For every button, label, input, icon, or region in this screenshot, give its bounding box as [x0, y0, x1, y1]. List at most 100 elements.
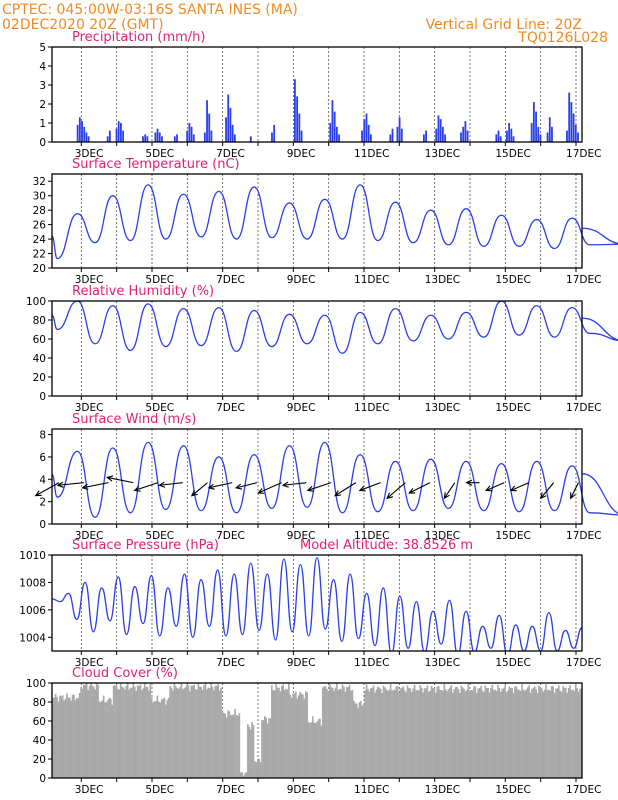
- precip-bar: [78, 117, 81, 142]
- precip-bar: [462, 126, 465, 142]
- xtick-label: 17DEC: [566, 530, 601, 542]
- cloud-bar: [303, 698, 306, 778]
- xtick-label: 5DEC: [145, 784, 174, 796]
- precip-bar: [535, 111, 537, 142]
- cloud-bar: [555, 688, 557, 778]
- cloud-bar: [392, 690, 395, 778]
- cloud-bar: [449, 687, 451, 778]
- precip-bar: [161, 136, 163, 142]
- ytick-label: 40: [33, 353, 46, 365]
- cloud-bar: [235, 715, 238, 778]
- cloud-bar: [410, 692, 413, 778]
- xtick-label: 11DEC: [354, 148, 389, 160]
- cloud-bar: [184, 687, 187, 778]
- xtick-label: 13DEC: [425, 530, 460, 542]
- cloud-bar: [372, 685, 375, 778]
- precip-bar: [460, 132, 462, 142]
- cloud-bar: [85, 683, 88, 778]
- cloud-bar: [323, 686, 325, 778]
- cloud-bar: [531, 689, 533, 778]
- cloud-bar: [153, 701, 156, 778]
- cloud-bar: [67, 697, 70, 778]
- cloud-bar: [105, 701, 108, 778]
- precip-bar: [108, 130, 111, 142]
- cloud-bar: [401, 687, 403, 778]
- cloud-bar: [221, 710, 224, 778]
- precip-bar: [210, 130, 213, 142]
- panel-temp: 20 22 24 26 28 30 32 3DEC 5DEC 7DEC 9DEC 11DEC 13DEC…: [33, 157, 618, 286]
- cloud-bar: [218, 690, 221, 778]
- cloud-bar: [474, 686, 477, 778]
- cloud-bar: [403, 690, 406, 778]
- precip-bar: [365, 113, 368, 142]
- header-grid-line: Vertical Grid Line: 20Z: [426, 17, 582, 33]
- cloud-bar: [560, 691, 563, 778]
- cloud-bar: [444, 689, 447, 778]
- wind-vector: [234, 482, 258, 490]
- cloud-bar: [313, 722, 316, 778]
- wind-vector: [408, 482, 431, 494]
- wind-vector: [358, 482, 381, 492]
- xtick-label: 7DEC: [216, 784, 245, 796]
- precip-bar: [566, 130, 568, 142]
- xtick-label: 9DEC: [287, 530, 316, 542]
- cloud-bar: [317, 719, 320, 778]
- xtick-label: 7DEC: [216, 274, 245, 286]
- cloud-bar: [382, 685, 385, 778]
- cloud-bar: [442, 690, 444, 778]
- cloud-bar: [485, 688, 488, 778]
- cloud-bar: [492, 690, 495, 778]
- cloud-bar: [234, 708, 236, 778]
- cloud-bar: [422, 692, 424, 778]
- ytick-label: 3: [39, 80, 46, 92]
- precip-bar: [296, 96, 299, 142]
- cloud-bar: [443, 684, 446, 778]
- cloud-bar: [542, 691, 545, 778]
- cloud-bar: [514, 686, 516, 778]
- precip-bar: [156, 128, 159, 142]
- cloud-bar: [264, 716, 266, 778]
- cloud-bar: [132, 683, 135, 778]
- ytick-label: 0: [39, 773, 46, 785]
- cloud-bar: [187, 685, 190, 778]
- cloud-bar: [340, 689, 342, 778]
- cloud-bar: [487, 688, 489, 778]
- cloud-bar: [200, 687, 203, 778]
- cloud-bar: [419, 685, 422, 778]
- cloud-bar: [502, 688, 505, 778]
- cloud-bar: [539, 687, 542, 778]
- cloud-bar: [91, 685, 94, 778]
- cloud-bar: [470, 690, 472, 778]
- ytick-label: 20: [33, 263, 46, 275]
- ytick-label: 1004: [19, 632, 46, 644]
- cloud-bar: [427, 691, 430, 778]
- cloud-bar: [331, 687, 334, 778]
- ytick-label: 24: [33, 234, 47, 246]
- cloud-bar: [259, 762, 262, 778]
- cloud-bar: [95, 683, 98, 778]
- ytick-label: 5: [39, 42, 46, 54]
- cloud-bar: [256, 760, 259, 778]
- xtick-label: 5DEC: [145, 148, 174, 160]
- cloud-bar: [198, 686, 201, 778]
- cloud-bar: [370, 688, 372, 778]
- cloud-bar: [143, 683, 146, 778]
- precip-bar: [298, 113, 301, 142]
- cloud-bar: [238, 713, 241, 778]
- cloud-bar: [81, 688, 84, 778]
- cloud-bar: [354, 703, 357, 778]
- ytick-label: 22: [33, 249, 46, 261]
- cloud-bar: [190, 685, 193, 778]
- panel-title-temp: Surface Temperature (nC): [72, 157, 240, 172]
- cloud-bar: [269, 718, 272, 778]
- cloud-bar: [265, 717, 268, 778]
- precip-bar: [227, 94, 230, 142]
- cloud-bar: [552, 686, 554, 778]
- temp-line: [51, 184, 618, 260]
- cloud-bar: [193, 684, 195, 778]
- cloud-bar: [572, 689, 574, 778]
- cloud-bar: [148, 690, 150, 778]
- xtick-label: 3DEC: [75, 784, 104, 796]
- cloud-bar: [296, 698, 299, 778]
- cloud-bar: [155, 701, 157, 778]
